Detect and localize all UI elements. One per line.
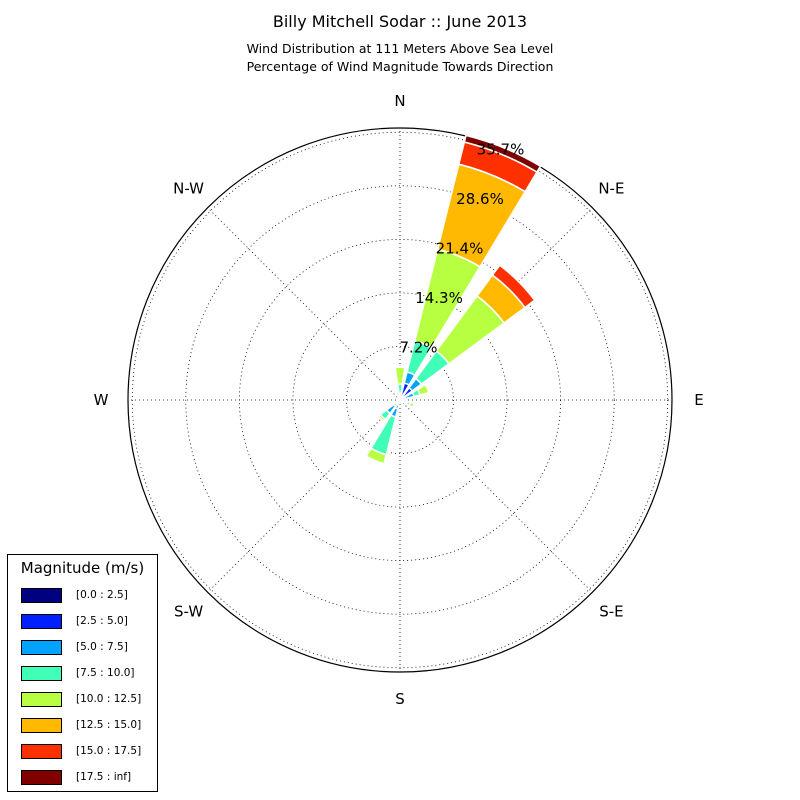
direction-label-w: W: [94, 391, 109, 409]
bar-sector-45-bin-6: [491, 264, 536, 309]
legend-label-bin-1: [2.5 : 5.0]: [76, 615, 128, 627]
legend-label-bin-6: [15.0 : 17.5]: [76, 745, 142, 757]
wind-rose-bars: [365, 134, 542, 465]
bar-sector-0-bin-4: [394, 366, 406, 386]
legend: Magnitude (m/s) [0.0 : 2.5] [2.5 : 5.0] …: [7, 554, 158, 792]
legend-label-bin-0: [0.0 : 2.5]: [76, 589, 128, 601]
radial-tick-label-4: 35.7%: [477, 141, 525, 159]
legend-label-bin-5: [12.5 : 15.0]: [76, 719, 142, 731]
legend-label-bin-2: [5.0 : 7.5]: [76, 641, 128, 653]
legend-swatch-bin-0: [21, 588, 62, 603]
legend-swatch-bin-2: [21, 640, 62, 655]
bar-sector-202.5-bin-4: [365, 447, 388, 465]
legend-swatch-bin-1: [21, 614, 62, 629]
legend-label-bin-4: [10.0 : 12.5]: [76, 693, 142, 705]
grid-spoke-7: [207, 207, 401, 401]
direction-label-n-e: N-E: [598, 180, 624, 198]
bar-sector-67.5-bin-4: [416, 383, 430, 396]
radial-tick-label-3: 28.6%: [456, 190, 504, 208]
bar-sector-337.5-bin-2: [394, 391, 401, 399]
legend-swatch-bin-6: [21, 744, 62, 759]
direction-label-s-w: S-W: [174, 602, 203, 620]
grid-ring-1: [346, 346, 454, 454]
bar-sector-112.5-bin-4: [408, 401, 416, 409]
polar-labels: 7.2% 14.3% 21.4% 28.6% 35.7% N N-E E S-E S S-W W N-W: [94, 92, 704, 708]
grid-spoke-3: [399, 399, 593, 593]
legend-swatch-bin-7: [21, 770, 62, 785]
bar-sector-22.5-bin-7: [463, 134, 542, 174]
radial-tick-label-0: 7.2%: [399, 339, 437, 357]
direction-label-s-e: S-E: [599, 602, 623, 620]
outer-circle: [127, 127, 673, 673]
polar-grid: [127, 127, 673, 673]
chart-subtitle-line-1: Wind Distribution at 111 Meters Above Se…: [246, 41, 554, 56]
grid-ring-2: [292, 292, 508, 508]
grid-spoke-5: [207, 399, 401, 593]
direction-label-n-w: N-W: [173, 180, 204, 198]
direction-label-n: N: [394, 92, 405, 110]
direction-label-s: S: [395, 690, 405, 708]
legend-label-bin-3: [7.5 : 10.0]: [76, 667, 135, 679]
chart-subtitle-line-2: Percentage of Wind Magnitude Towards Dir…: [246, 59, 554, 74]
radial-tick-label-2: 21.4%: [436, 240, 484, 258]
legend-swatch-bin-3: [21, 666, 62, 681]
grid-ring-5: [131, 131, 669, 669]
legend-label-bin-7: [17.5 : inf]: [76, 771, 132, 783]
radial-tick-label-1: 14.3%: [415, 289, 463, 307]
chart-title: Billy Mitchell Sodar :: June 2013: [272, 12, 528, 31]
legend-title: Magnitude (m/s): [20, 559, 145, 577]
grid-ring-4: [185, 185, 615, 615]
bar-sector-225-bin-4: [377, 413, 387, 423]
bar-sector-135-bin-1: [399, 399, 405, 405]
direction-label-e: E: [694, 391, 703, 409]
bar-sector-247.5-bin-2: [396, 399, 400, 403]
legend-swatch-bin-5: [21, 718, 62, 733]
legend-swatch-bin-4: [21, 692, 62, 707]
